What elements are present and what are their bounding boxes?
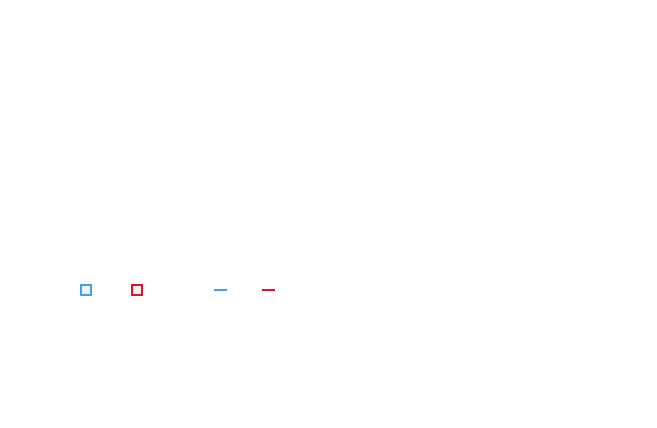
net-long-square-icon (80, 284, 92, 296)
legend-num-net-short (262, 286, 280, 297)
net-short-line-icon (262, 288, 275, 291)
net-long-line-icon (214, 288, 227, 291)
net-short-square-icon (131, 284, 143, 296)
chart-legend (60, 284, 608, 298)
legend-num-net-long (214, 286, 232, 297)
legend-pct-net-long (80, 284, 97, 298)
legend-pct-net-short (131, 284, 148, 298)
